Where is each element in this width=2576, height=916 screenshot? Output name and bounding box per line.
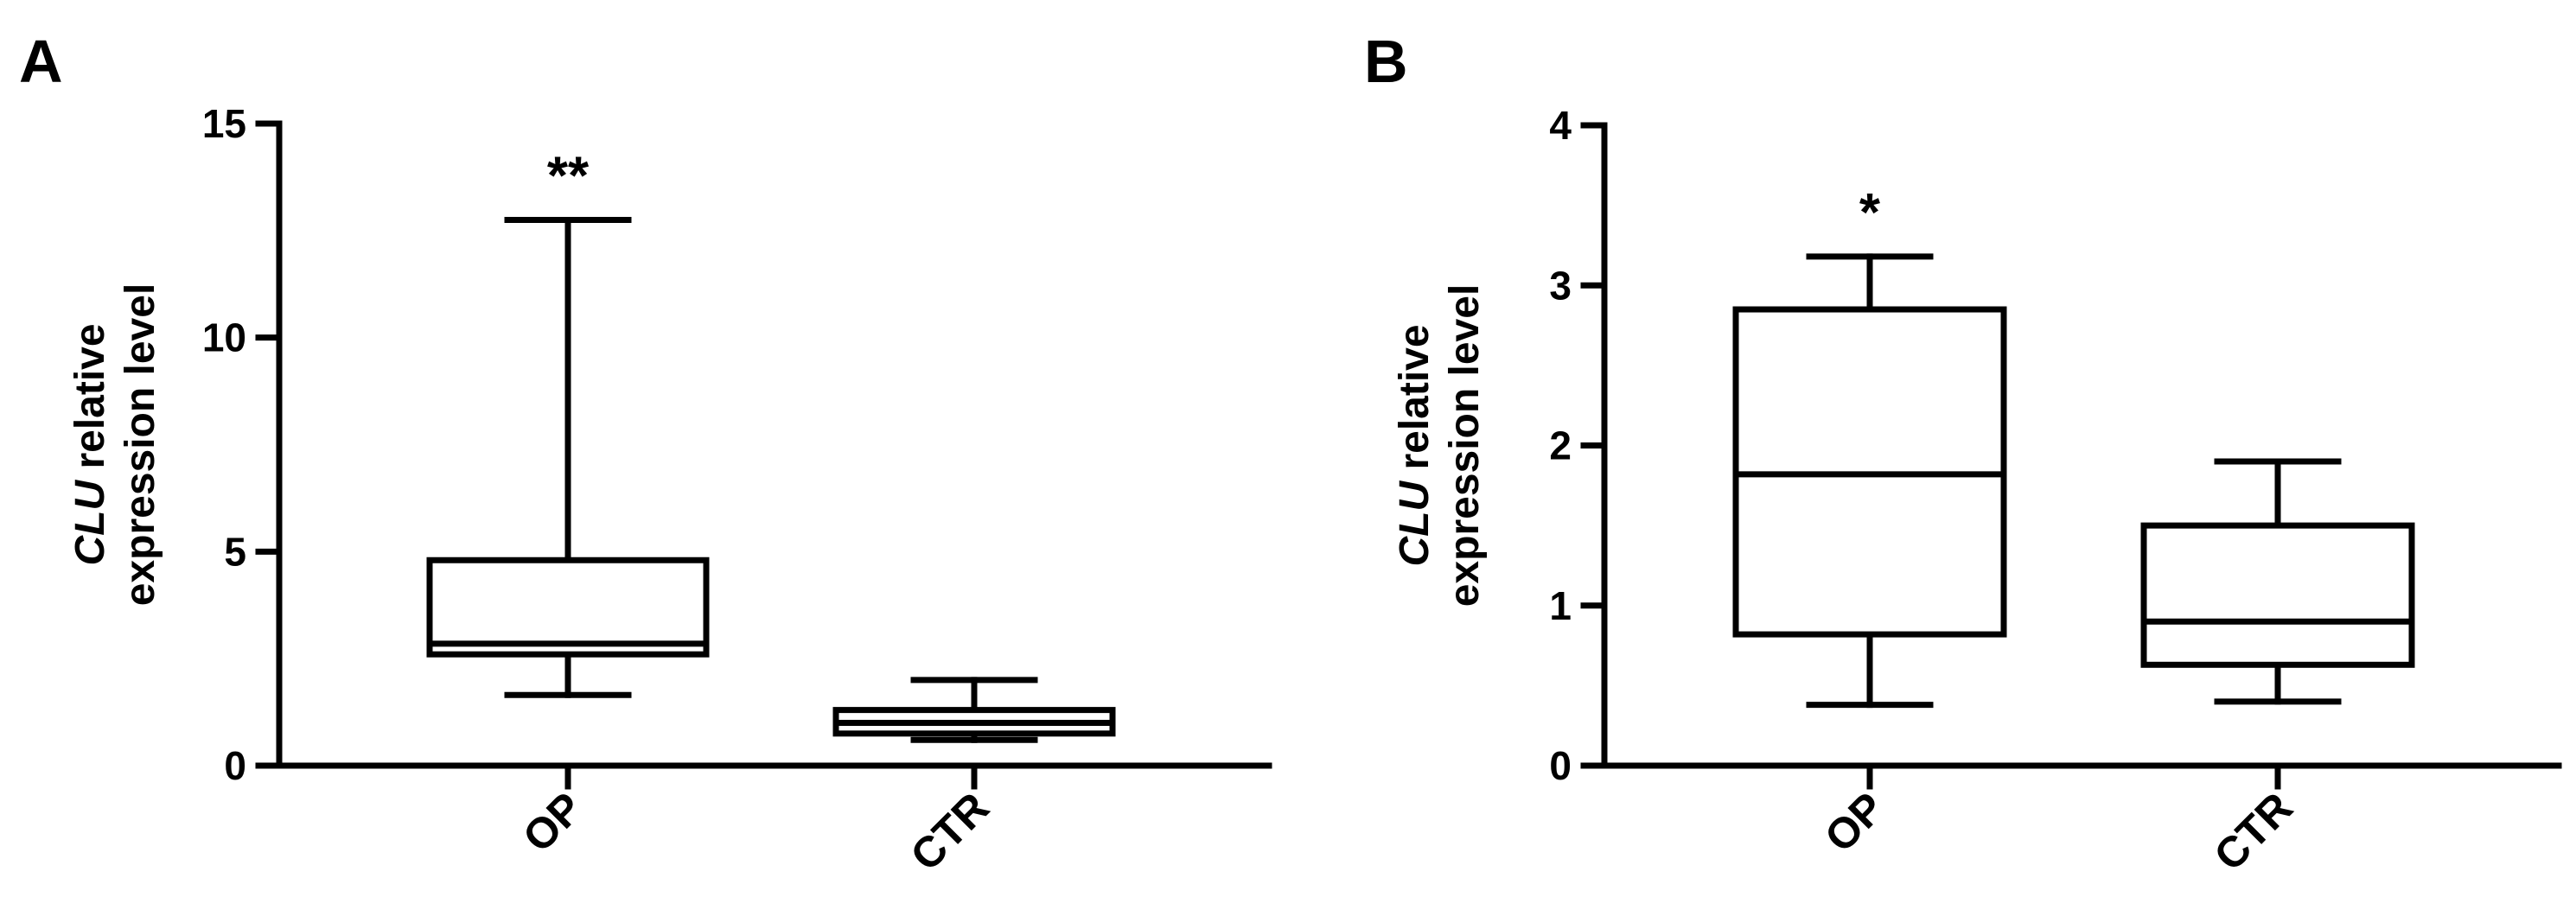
significance-marker: ** [547,146,590,206]
box-op: * [1732,183,2007,709]
y-axis-label: CLU relative [1392,324,1438,566]
x-category-label: CTR [902,783,998,880]
y-axis-label-rest: relative [1392,324,1438,480]
panel-letter: B [1364,28,1408,95]
y-tick-label: 3 [1549,263,1572,308]
y-tick-label: 2 [1549,423,1572,468]
y-axis-label-gene: CLU [1392,480,1438,567]
x-category-label: OP [1815,783,1894,862]
y-tick-label: 0 [224,743,246,788]
significance-marker: * [1859,183,1881,243]
y-tick-label: 4 [1549,103,1572,148]
y-tick-label: 15 [202,101,246,146]
iqr-box [426,557,710,658]
panel-a: A 0 5 10 15 CLU relative expression level OP CT… [19,28,1272,880]
y-axis-label-gene: CLU [67,480,113,566]
x-category-label: OP [513,783,592,862]
x-category-label: CTR [2205,783,2302,880]
box-ctr [2140,458,2415,705]
y-tick-label: 1 [1549,583,1572,628]
panel-letter: A [19,28,63,95]
y-axis-label-line2: expression level [118,283,163,607]
box-ctr [832,677,1116,743]
y-tick-label: 0 [1549,743,1572,788]
y-axis-label-rest: relative [67,323,113,480]
panel-b: B 0 1 2 3 4 CLU relative expression level OP CTR… [1364,28,2562,880]
iqr-box [2140,522,2415,668]
box-op: ** [426,146,710,698]
y-tick-label: 5 [224,529,246,574]
y-axis-label-line2: expression level [1442,284,1488,607]
y-tick-label: 10 [202,315,246,360]
y-axis-label: CLU relative [67,323,113,565]
